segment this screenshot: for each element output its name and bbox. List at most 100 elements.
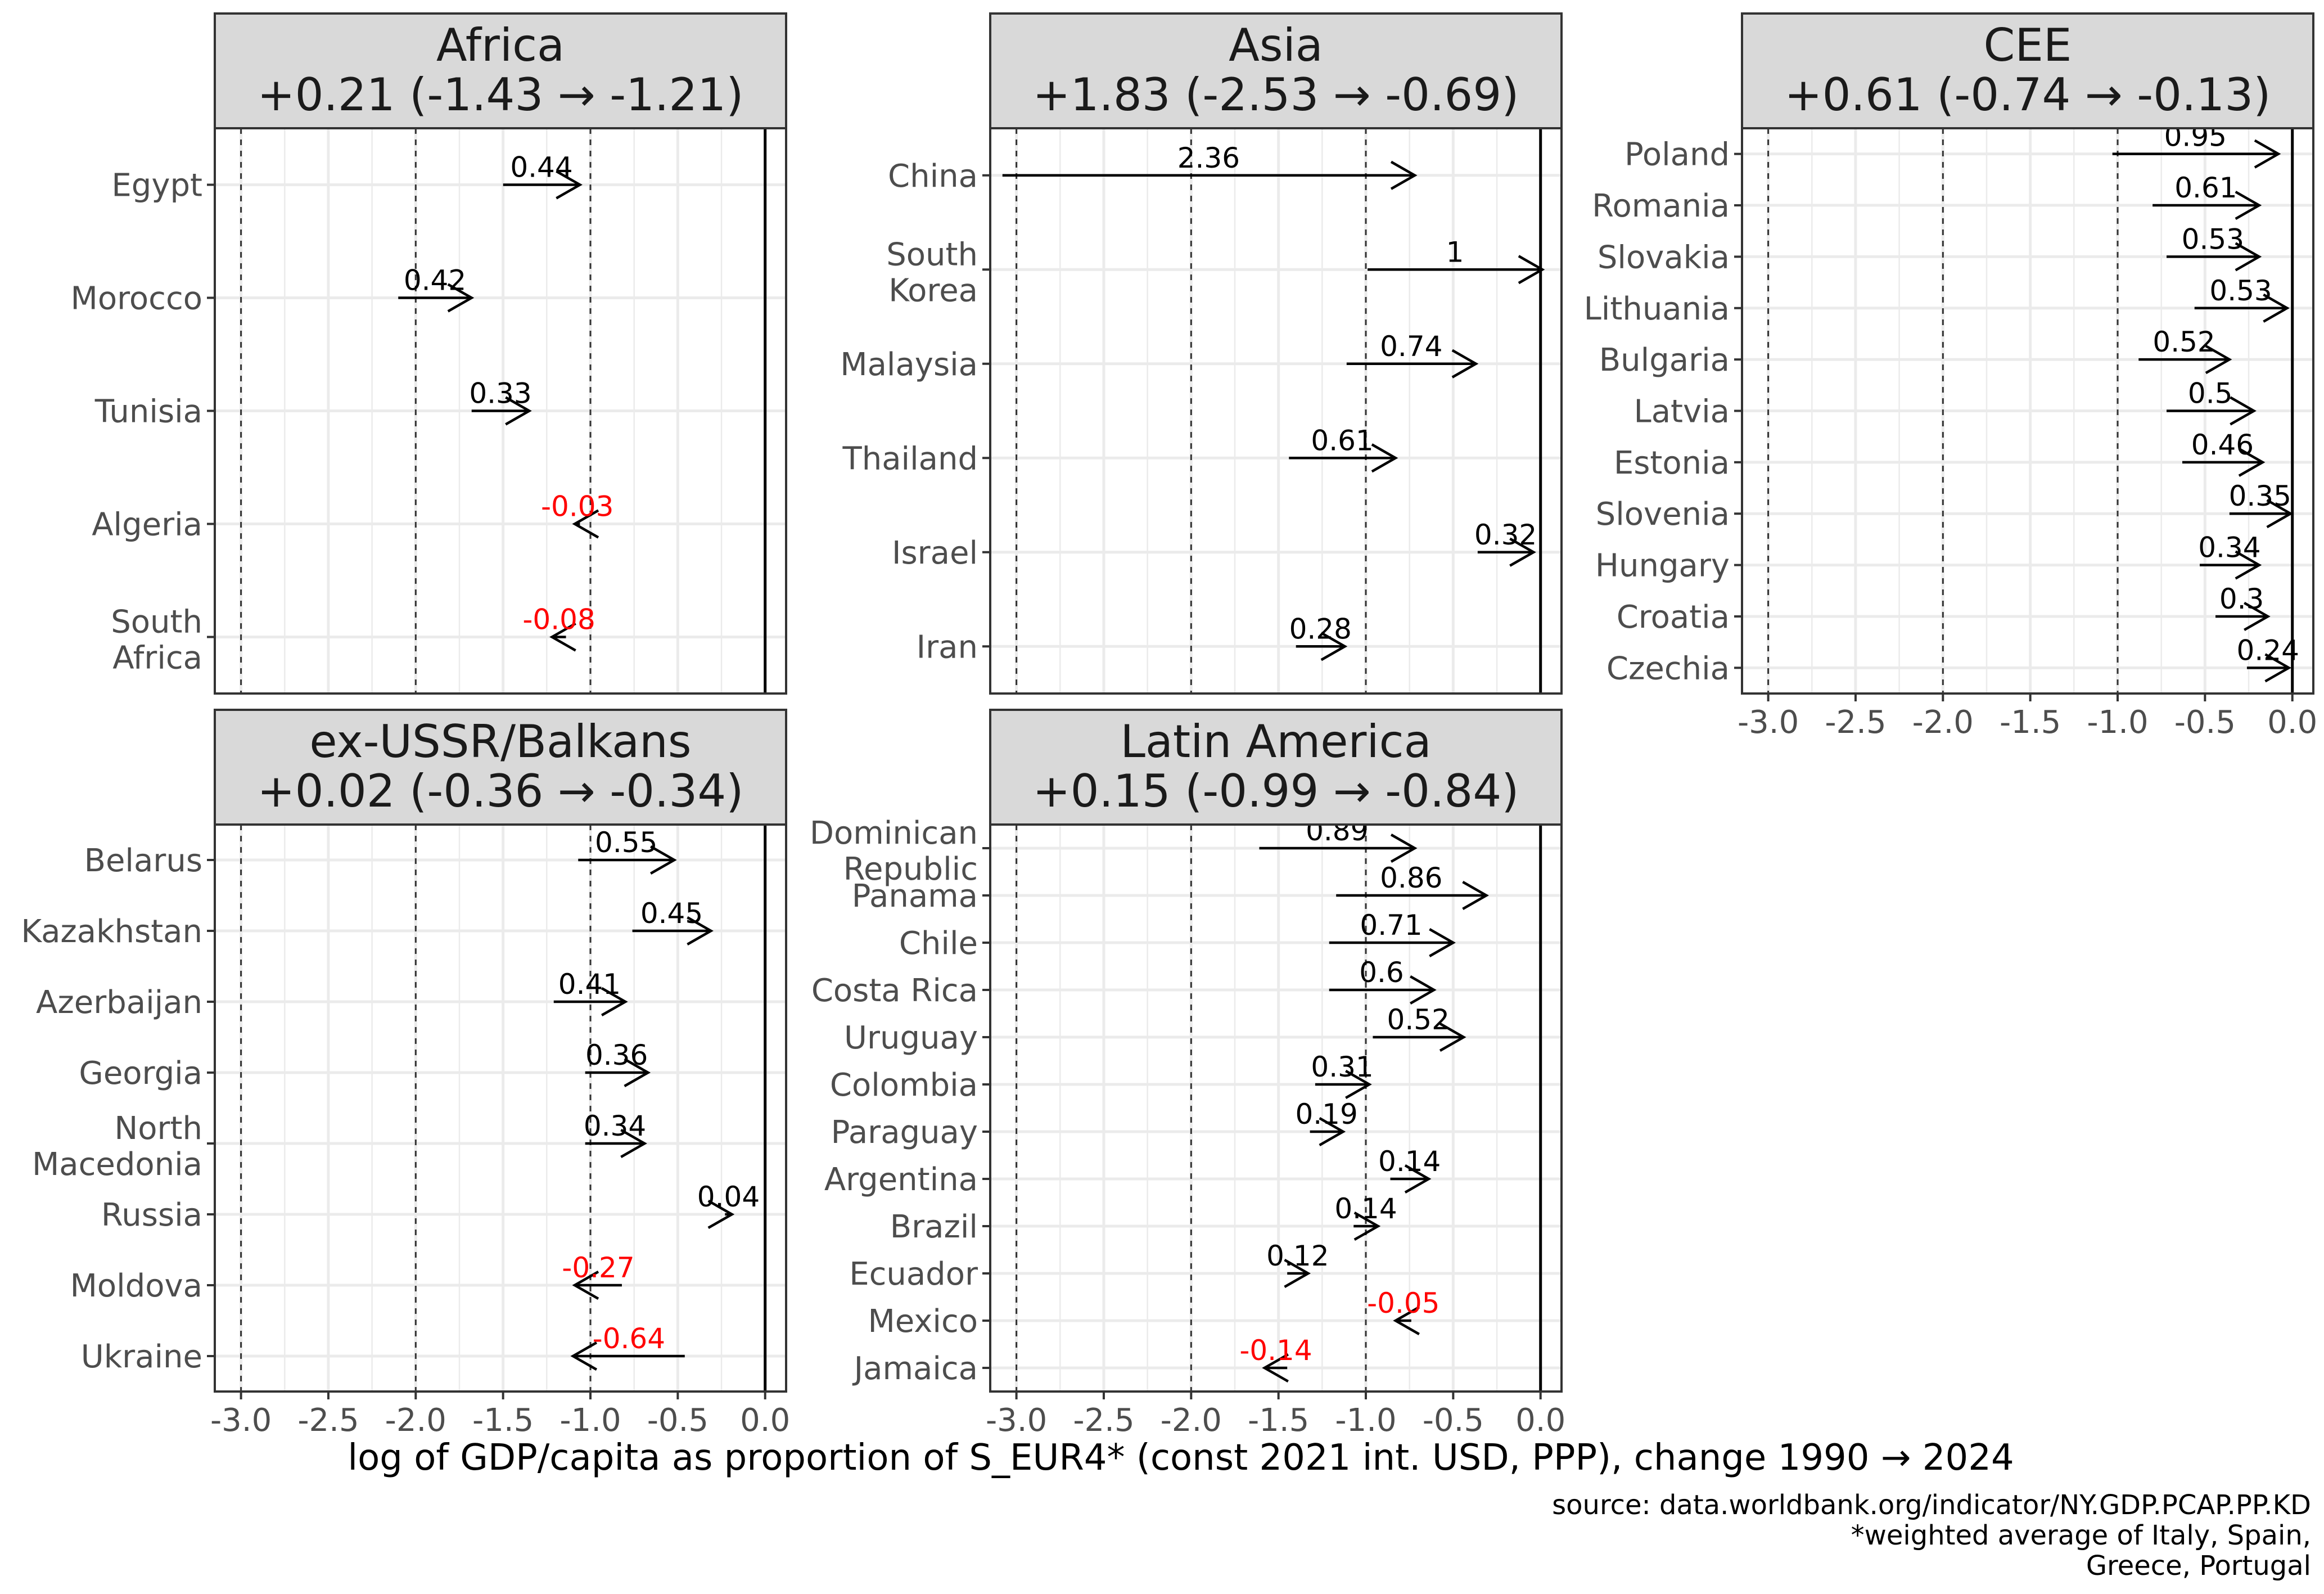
country-label-lithuania: Lithuania [1584, 291, 1730, 327]
arrow-thailand [1289, 443, 1398, 473]
country-label-azerbaijan: Azerbaijan [36, 984, 202, 1021]
panel-background [990, 825, 1562, 1392]
arrow-head [620, 1129, 647, 1158]
arrow-head [1404, 1164, 1432, 1194]
country-label-argentina: Argentina [824, 1161, 978, 1198]
arrow-head [2266, 499, 2294, 529]
change-label-lithuania: 0.53 [2209, 274, 2272, 307]
arrow-head [1262, 1353, 1289, 1383]
change-label-brazil: 0.14 [1334, 1192, 1397, 1225]
arrow-head [2254, 139, 2281, 169]
change-label-costa-rica: 0.6 [1359, 956, 1404, 989]
country-label-croatia: Croatia [1617, 599, 1730, 636]
country-label-thailand: Thailand [842, 440, 978, 477]
change-label-israel: 0.32 [1474, 519, 1537, 551]
arrow-head [601, 987, 628, 1016]
change-label-thailand: 0.61 [1311, 424, 1373, 457]
country-label-line: South [886, 236, 978, 273]
facet-strip [214, 709, 787, 826]
arrow-head [1390, 160, 1418, 190]
arrow-head [1284, 1259, 1311, 1288]
facet-subtitle: +1.83 (-2.53 → -0.69) [1033, 69, 1519, 121]
country-label-poland: Poland [1624, 137, 1730, 173]
arrow-south-africa [549, 622, 576, 652]
arrow-head [1410, 975, 1437, 1005]
x-tick-label: -1.5 [2000, 704, 2061, 741]
arrow-costa-rica [1329, 975, 1437, 1005]
country-label-colombia: Colombia [830, 1067, 978, 1104]
arrow-head [2230, 396, 2257, 426]
change-label-south-africa: -0.08 [522, 604, 595, 636]
arrow-morocco [398, 283, 475, 313]
arrow-slovenia [2229, 499, 2294, 529]
x-tick-label: -1.0 [2087, 704, 2148, 741]
x-tick-label: -2.0 [1161, 1402, 1222, 1439]
country-label-chile: Chile [899, 925, 978, 962]
facet-strip [989, 709, 1563, 826]
facet-cee: 0.95Poland0.61Romania0.53Slovakia0.53Lit… [1584, 12, 2317, 741]
facet-strip [214, 12, 787, 129]
x-tick-label: -0.5 [1423, 1402, 1484, 1439]
facet-subtitle: +0.21 (-1.43 → -1.21) [258, 69, 744, 121]
country-label-moldova: Moldova [70, 1268, 202, 1304]
change-label-kazakhstan: 0.45 [640, 897, 703, 930]
country-label-north-macedonia: North Macedonia [32, 1110, 202, 1183]
arrow-russia [707, 1200, 735, 1229]
arrow-head [572, 1271, 599, 1300]
x-tick-label: -1.0 [559, 1402, 621, 1439]
facet-title: Latin America [1120, 715, 1431, 768]
country-label-dominican-republic: Dominican Republic [810, 815, 978, 888]
change-label-panama: 0.86 [1380, 862, 1442, 894]
arrow-head [1518, 255, 1545, 285]
country-label-estonia: Estonia [1614, 445, 1730, 481]
caption-footnote-1: *weighted average of Italy, Spain, [1851, 1520, 2311, 1551]
arrow-azerbaijan [553, 987, 628, 1016]
arrow-croatia [2215, 601, 2271, 631]
change-label-colombia: 0.31 [1311, 1051, 1373, 1083]
x-tick-label: -0.5 [2174, 704, 2236, 741]
change-label-egypt: 0.44 [510, 151, 572, 184]
facet-title: Asia [1229, 19, 1323, 71]
country-label-iran: Iran [917, 629, 978, 665]
caption-source: source: data.worldbank.org/indicator/NY.… [1552, 1489, 2311, 1521]
x-axis-title: log of GDP/capita as proportion of S_EUR… [348, 1437, 2014, 1479]
arrow-tunisia [471, 396, 532, 426]
facet-strip [989, 12, 1563, 129]
arrow-malaysia [1346, 349, 1479, 379]
country-label-morocco: Morocco [71, 281, 202, 317]
arrow-head [1451, 349, 1479, 379]
country-label-south-korea: South Korea [886, 236, 978, 309]
arrow-dominican-republic [1259, 834, 1418, 863]
country-label-russia: Russia [101, 1197, 202, 1233]
change-label-north-macedonia: 0.34 [584, 1110, 646, 1142]
arrow-head [1429, 928, 1456, 957]
arrow-head [2235, 191, 2262, 220]
country-label-line: Africa [112, 640, 202, 677]
change-label-russia: 0.04 [697, 1181, 760, 1213]
change-label-morocco: 0.42 [404, 264, 466, 297]
x-tick-label: -3.0 [986, 1402, 1047, 1439]
facet-subtitle: +0.15 (-0.99 → -0.84) [1033, 765, 1519, 817]
change-label-belarus: 0.55 [595, 826, 657, 859]
country-label-egypt: Egypt [111, 168, 202, 204]
arrow-head [1345, 1070, 1372, 1099]
arrow-lithuania [2194, 293, 2290, 323]
arrow-colombia [1315, 1070, 1372, 1099]
country-label-jamaica: Jamaica [852, 1350, 978, 1387]
country-label-israel: Israel [892, 535, 978, 571]
x-tick-label: -2.5 [1073, 1402, 1134, 1439]
country-label-line: South [111, 604, 202, 641]
change-label-croatia: 0.3 [2219, 583, 2264, 615]
facet-africa: 0.44 Egypt 0.42 Morocco 0.33 Tunisia -0.03 Alge… [71, 12, 787, 695]
arrow-ukraine [570, 1341, 685, 1371]
facet-strip [1741, 12, 2314, 129]
country-label-panama: Panama [852, 878, 978, 915]
arrow-head [1353, 1212, 1381, 1241]
change-label-latvia: 0.5 [2188, 377, 2233, 410]
arrow-head [2205, 345, 2232, 375]
x-tick-label: 0.0 [2267, 704, 2317, 741]
x-tick-label: -1.5 [1248, 1402, 1309, 1439]
change-label-paraguay: 0.19 [1295, 1098, 1357, 1131]
arrow-head [2244, 601, 2271, 631]
